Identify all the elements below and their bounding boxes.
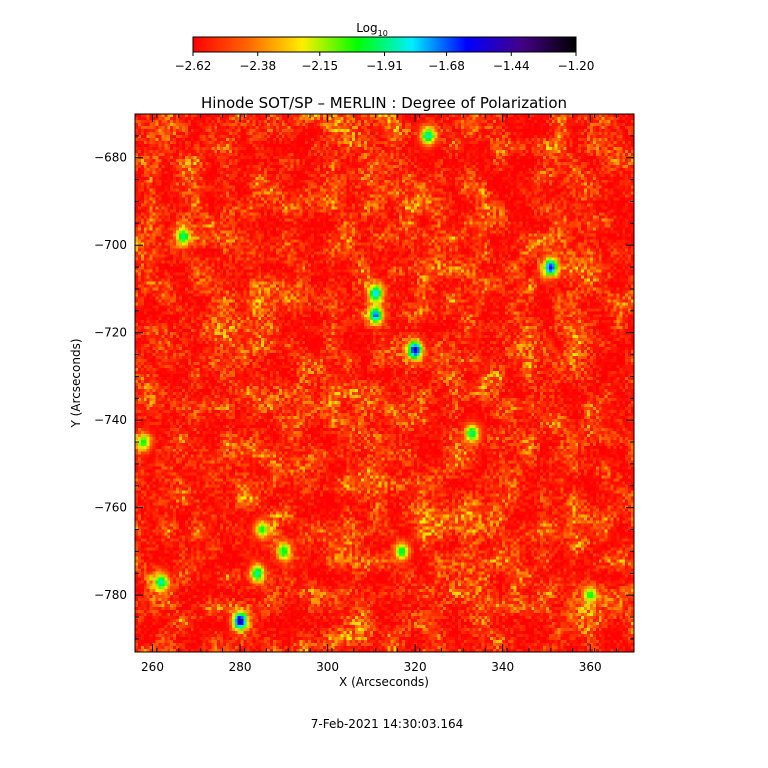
x-tick-label: 320 (404, 660, 427, 674)
x-tick-label: 340 (491, 660, 514, 674)
colorbar-label: Log10 (356, 21, 388, 38)
colorbar-tick-label: −1.91 (366, 59, 403, 73)
heatmap-raster (135, 114, 634, 652)
colorbar-label-sub: 10 (378, 29, 388, 38)
y-tick-label: −780 (94, 588, 127, 602)
plot-frame (134, 113, 635, 653)
colorbar-tick-label: −1.68 (428, 59, 465, 73)
y-tick-label: −720 (94, 326, 127, 340)
x-tick-label: 260 (141, 660, 164, 674)
observation-date: 7-Feb-2021 14:30:03.164 (311, 717, 464, 731)
x-axis-label: X (Arcseconds) (339, 675, 429, 689)
heatmap-image (134, 113, 635, 653)
colorbar-tick-label: −2.62 (175, 59, 212, 73)
colorbar-gradient (192, 36, 577, 53)
colorbar-tick-label: −2.38 (239, 59, 276, 73)
x-tick-label: 360 (579, 660, 602, 674)
y-tick-label: −700 (94, 238, 127, 252)
colorbar-ticks: −2.62 −2.38 −2.15 −1.91 −1.68 −1.44 −1.20 (175, 52, 595, 73)
x-tick-label: 280 (229, 660, 252, 674)
x-tick-label: 300 (316, 660, 339, 674)
colorbar-tick-label: −1.44 (493, 59, 530, 73)
axis-ticks: 260 280 300 320 340 360 −680 −700 −720 −740 −760 −7… (94, 113, 634, 674)
y-tick-label: −740 (94, 413, 127, 427)
y-tick-label: −760 (94, 501, 127, 515)
colorbar-tick-label: −1.20 (558, 59, 595, 73)
colorbar-label-main: Log (356, 21, 377, 35)
colorbar: Log10 −2.62 −2.38 −2.15 −1.91 −1.68 −1.44 −1.2… (175, 21, 595, 73)
colorbar-tick-label: −2.15 (301, 59, 338, 73)
chart-title: Hinode SOT/SP – MERLIN : Degree of Polar… (201, 94, 567, 112)
y-axis-label: Y (Arcseconds) (69, 338, 83, 428)
y-tick-label: −680 (94, 151, 127, 165)
